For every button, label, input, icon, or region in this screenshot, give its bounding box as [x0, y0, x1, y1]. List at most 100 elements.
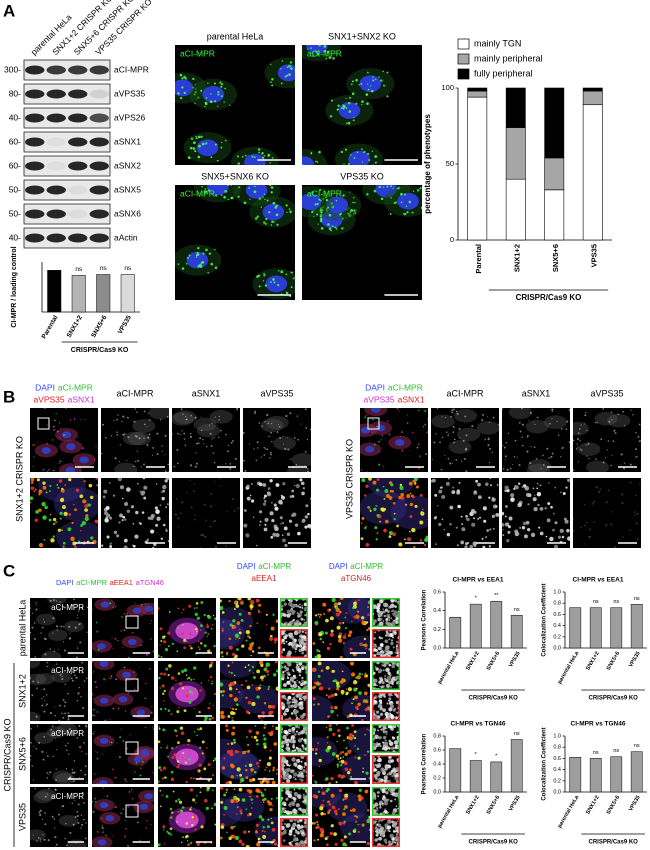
bar [610, 607, 623, 649]
signal-dot [292, 674, 296, 678]
signal-dot [488, 461, 491, 464]
signal-dot [323, 613, 326, 615]
signal-dot [382, 603, 385, 605]
signal-dot [318, 45, 321, 47]
cell-body [30, 661, 41, 669]
signal-dot [539, 531, 544, 536]
signal-dot [166, 415, 169, 418]
signal-dot [342, 621, 345, 624]
signal-dot [592, 500, 595, 503]
molecular-weight-marker: 40- [9, 112, 21, 122]
signal-dot [126, 509, 131, 513]
signal-dot [455, 526, 458, 529]
signal-dot [130, 505, 135, 509]
cell-body [175, 685, 199, 703]
signal-dot [375, 488, 380, 492]
signal-dot [268, 211, 271, 214]
signal-dot [341, 670, 344, 673]
stain-label: aTGN46 [136, 578, 164, 587]
signal-dot [159, 687, 161, 689]
signal-dot [406, 211, 409, 214]
signal-dot [346, 715, 350, 719]
signal-dot [238, 770, 241, 772]
signal-dot [270, 730, 274, 734]
signal-dot [52, 535, 55, 538]
signal-dot [630, 409, 632, 411]
signal-dot [354, 780, 358, 784]
signal-dot [161, 794, 163, 796]
signal-dot [229, 751, 234, 757]
signal-dot [35, 608, 38, 611]
signal-dot [407, 537, 412, 542]
signal-dot [339, 598, 344, 600]
signal-dot [137, 482, 139, 485]
cell-body [302, 156, 315, 165]
signal-dot [244, 666, 247, 669]
significance-label: ns [75, 266, 83, 273]
signal-dot [295, 603, 298, 606]
signal-dot [381, 664, 384, 667]
signal-dot [213, 802, 216, 807]
antibody-label: aVPS26 [114, 112, 145, 122]
signal-dot [316, 823, 319, 826]
signal-dot [132, 523, 135, 525]
signal-dot [431, 459, 433, 461]
signal-dot [173, 729, 177, 732]
blot-strip [23, 107, 111, 129]
signal-dot [391, 694, 393, 697]
signal-dot [122, 646, 124, 649]
signal-dot [297, 747, 302, 753]
signal-dot [57, 649, 59, 651]
signal-dot [156, 453, 159, 456]
cell-body [36, 788, 57, 801]
signal-dot [367, 88, 370, 91]
signal-dot [232, 625, 237, 629]
signal-dot [101, 753, 103, 755]
signal-dot [212, 759, 215, 762]
signal-dot [139, 490, 142, 493]
signal-dot [427, 418, 428, 420]
signal-dot [273, 181, 275, 183]
cell-body [360, 490, 407, 525]
signal-dot [414, 482, 417, 485]
signal-dot [210, 262, 214, 266]
signal-dot [448, 478, 450, 480]
signal-dot [394, 675, 399, 680]
signal-dot [436, 408, 439, 410]
signal-dot [295, 632, 298, 635]
signal-dot [163, 699, 165, 702]
signal-dot [31, 612, 34, 614]
signal-dot [74, 508, 77, 512]
signal-dot [306, 36, 307, 37]
signal-dot [301, 606, 303, 608]
signal-dot [263, 272, 265, 275]
signal-dot [284, 75, 287, 78]
row-label: VPS35 [17, 803, 27, 831]
signal-dot [164, 776, 167, 779]
signal-dot [346, 737, 349, 740]
signal-dot [38, 811, 41, 814]
cell-body [341, 753, 370, 783]
signal-dot [398, 496, 402, 500]
signal-dot [240, 618, 244, 622]
signal-dot [102, 831, 104, 833]
signal-dot [345, 122, 348, 125]
signal-dot [63, 649, 66, 652]
signal-dot [526, 435, 529, 438]
signal-dot [141, 764, 143, 766]
signal-dot [42, 481, 46, 485]
signal-dot [391, 843, 393, 845]
cell-body [220, 620, 245, 650]
signal-dot [388, 481, 393, 485]
signal-dot [123, 613, 126, 615]
signal-dot [383, 528, 387, 533]
signal-dot [376, 532, 379, 535]
signal-dot [95, 686, 98, 688]
cell-body [79, 456, 89, 464]
signal-dot [280, 68, 282, 70]
signal-dot [303, 766, 306, 768]
micrograph [302, 36, 422, 165]
signal-dot [343, 835, 347, 839]
signal-dot [295, 730, 299, 733]
signal-dot [328, 803, 332, 806]
